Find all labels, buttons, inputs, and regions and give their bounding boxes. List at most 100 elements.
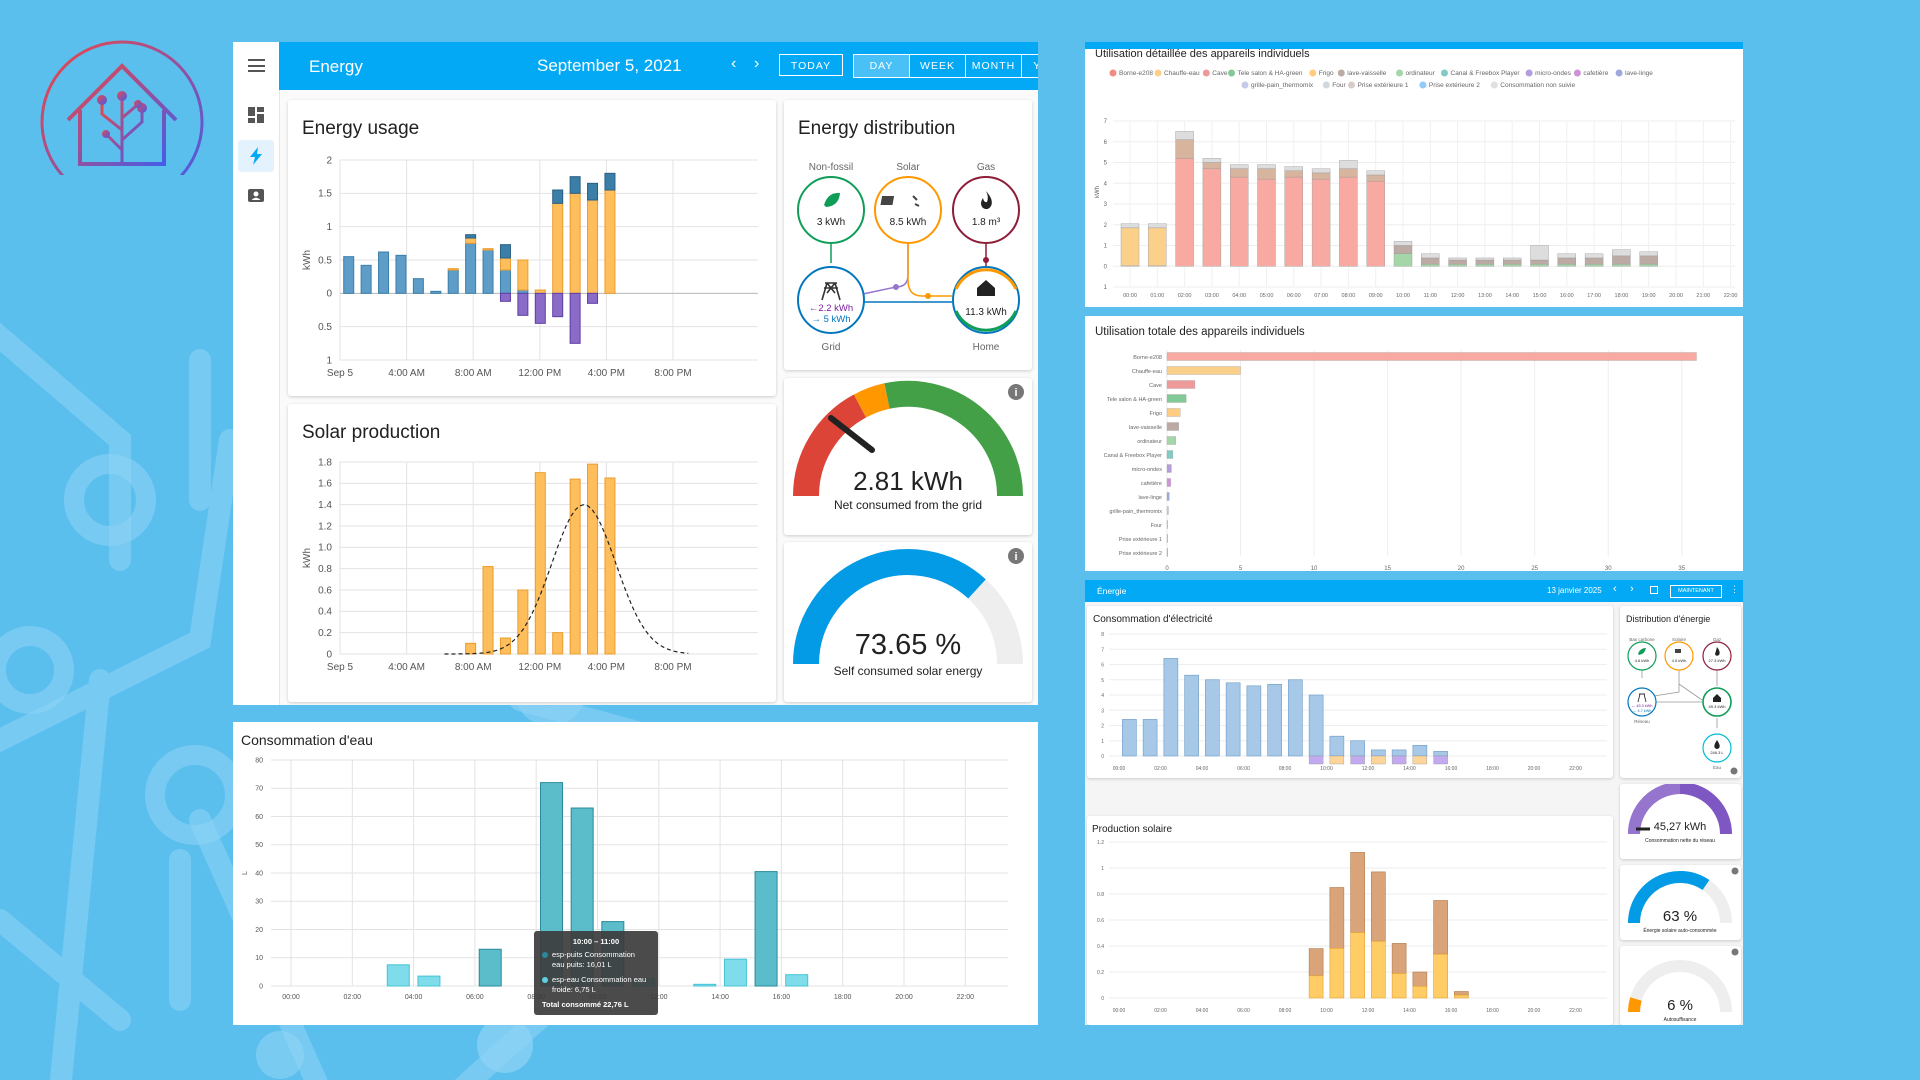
- x-tick-label: 12:00: [650, 994, 668, 1001]
- y-tick-label: 40: [255, 870, 263, 877]
- previous-icon[interactable]: ‹: [1613, 583, 1617, 595]
- grid-gauge: i 2.81 kWh Net consumed from the grid: [793, 380, 1024, 512]
- legend-swatch: [1419, 81, 1427, 89]
- fr-grid-gauge-card: 45,27 kWh Consommation nette du réseau: [1620, 784, 1741, 859]
- usage-bar: [604, 189, 616, 294]
- y-tick-label: 7: [1104, 119, 1108, 125]
- device-bar-segment: [1257, 164, 1276, 169]
- fr-solar-value: 4.5 kWh: [1672, 658, 1687, 663]
- tooltip-time: 10:00 – 11:00: [572, 937, 620, 946]
- x-tick-label: 4:00 AM: [388, 368, 425, 379]
- legend-label: Chauffe-eau: [1164, 70, 1200, 77]
- home-value: 11.3 kWh: [965, 307, 1007, 318]
- fr-gas-value: 27.3 kWh: [1709, 658, 1726, 663]
- x-tick-label: 16:00: [1445, 1008, 1458, 1014]
- tab-year[interactable]: YEAR: [1033, 60, 1038, 72]
- more-icon[interactable]: ⋮: [1730, 584, 1739, 594]
- y-tick-label: 3: [1104, 202, 1108, 208]
- x-tick-label: 04:00: [1196, 1008, 1209, 1014]
- solar-bar-top: [1454, 991, 1469, 996]
- bar-label: Frigo: [1149, 411, 1162, 417]
- y-tick-label: 10: [255, 955, 263, 962]
- y-tick-label: 2: [1104, 223, 1108, 229]
- y-tick-label: 1.8: [318, 457, 332, 468]
- y-tick-label: 1.4: [318, 500, 332, 511]
- x-tick-label: 02:00: [344, 994, 362, 1001]
- x-tick-label: 09:00: [1369, 293, 1383, 299]
- x-tick-label: 10:00: [1320, 766, 1333, 772]
- previous-icon[interactable]: ‹: [731, 55, 737, 72]
- y-tick-label: 0: [1101, 996, 1104, 1002]
- device-bar-segment: [1503, 259, 1522, 265]
- x-tick-label: 15:00: [1533, 293, 1547, 299]
- device-bar-segment: [1448, 259, 1467, 265]
- x-tick-label: 00:00: [1123, 293, 1137, 299]
- usage-bar: [378, 251, 390, 294]
- legend-label: lave-vaisselle: [1347, 70, 1386, 77]
- device-bar-segment: [1530, 263, 1549, 267]
- now-button[interactable]: MAINTENANT: [1670, 585, 1722, 598]
- tab-day[interactable]: DAY: [854, 55, 910, 77]
- profile-icon[interactable]: [247, 187, 265, 205]
- electricity-bar: [1329, 735, 1345, 757]
- tooltip-line4: froide: 6,75 L: [552, 985, 596, 994]
- device-bar-segment: [1175, 158, 1194, 267]
- return-bar: [499, 292, 511, 302]
- solar-bar-bottom: [1412, 986, 1428, 999]
- info-icon[interactable]: [1008, 384, 1024, 400]
- next-icon[interactable]: ›: [1630, 583, 1634, 595]
- bar-label: Prise extérieure 1: [1119, 537, 1162, 543]
- fr-solar-card: Production solaire 1.2 1 0.8 0.6 0.4 0.2 0 00:0…: [1087, 816, 1613, 1025]
- device-bar-segment: [1120, 223, 1140, 229]
- x-tick-label: 13:00: [1478, 293, 1492, 299]
- y-tick-label: 1: [1101, 866, 1104, 872]
- legend-swatch: [1441, 69, 1448, 77]
- solar-bar-bottom: [1308, 975, 1324, 999]
- fr-solar-chart: 1.2 1 0.8 0.6 0.4 0.2 0 00:00 02:00 04:00 06:00 08:…: [1097, 840, 1607, 1014]
- leaf-icon: [824, 192, 840, 207]
- device-bar-segment: [1557, 263, 1576, 267]
- x-tick-label: 08:00: [1279, 1008, 1292, 1014]
- tab-month[interactable]: MONTH: [966, 55, 1022, 77]
- device-bar-segment: [1284, 170, 1304, 178]
- device-bar-segment: [1257, 178, 1276, 267]
- legend-swatch: [1396, 69, 1403, 77]
- tab-week[interactable]: WEEK: [910, 55, 966, 77]
- info-icon[interactable]: [1730, 767, 1738, 775]
- bar-label: ordinateur: [1137, 439, 1162, 445]
- calendar-icon[interactable]: [1650, 586, 1658, 594]
- menu-icon[interactable]: [248, 59, 265, 72]
- date-label: September 5, 2021: [537, 56, 682, 75]
- device-bar-segment: [1339, 160, 1358, 169]
- low-carbon-label: Bas carbone: [1629, 637, 1655, 642]
- dashboard-icon[interactable]: [247, 106, 265, 124]
- x-tick-label: 12:00: [1362, 766, 1375, 772]
- legend-swatch: [1490, 81, 1498, 89]
- solar-bar-bottom: [1433, 953, 1448, 999]
- nonfossil-value: 3 kWh: [817, 217, 845, 228]
- y-axis-label: kWh: [302, 250, 313, 270]
- info-icon[interactable]: [1008, 548, 1024, 564]
- usage-bar: [517, 259, 529, 291]
- sidebar-item-energy[interactable]: [238, 140, 274, 172]
- return-bar: [552, 292, 564, 318]
- info-icon[interactable]: [1731, 867, 1739, 875]
- today-button[interactable]: TODAY: [779, 54, 843, 76]
- legend-swatch: [1615, 69, 1623, 77]
- total-bar: [1166, 534, 1168, 543]
- solar-bar: [534, 472, 546, 655]
- card-title: Energy usage: [302, 118, 420, 139]
- card-title: Solar production: [302, 422, 441, 443]
- info-icon[interactable]: [1731, 948, 1739, 956]
- y-tick-label: 0: [1101, 754, 1104, 760]
- device-bar-segment: [1311, 178, 1331, 267]
- card-title: Consommation d'eau: [241, 732, 373, 748]
- y-tick-label: 1.2: [318, 521, 332, 532]
- total-bar: [1166, 506, 1169, 515]
- grid-out-value: → 5 kWh: [811, 314, 850, 325]
- solar-bar-top: [1433, 900, 1448, 955]
- solar-bar: [604, 477, 616, 655]
- next-icon[interactable]: ›: [754, 55, 760, 72]
- legend-label: Prise extérieure 2: [1429, 82, 1480, 89]
- x-tick-label: 14:00: [711, 994, 729, 1001]
